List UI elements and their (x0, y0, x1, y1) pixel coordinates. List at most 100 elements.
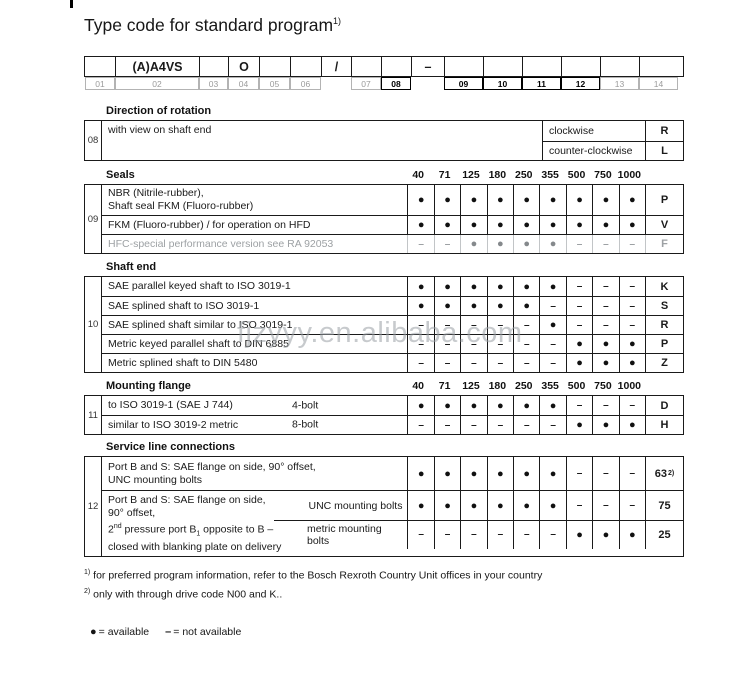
size-header-label: 71 (438, 380, 451, 392)
row-description: with view on shaft end (108, 124, 212, 136)
type-code-position-number: 07 (351, 77, 381, 90)
type-code-position-number: 04 (228, 77, 259, 90)
row-description: Port B and S: SAE flange on side, 90° of… (102, 491, 307, 556)
available-dot-cell: ● (486, 491, 513, 520)
not-available-cell: – (460, 520, 486, 549)
matrix-row: SAE splined shaft similar to ISO 3019-1 –… (102, 315, 683, 334)
rotation-table: 08 with view on shaft end clockwise R co… (84, 120, 684, 161)
available-dot-cell: ● (486, 235, 513, 253)
not-available-cell: – (539, 520, 565, 549)
section-mounting-flange: Mounting flange 40 71 125 180 250 355 500 750 10… (84, 379, 684, 435)
sub-row-label: UNC mounting bolts (308, 499, 403, 512)
dot-group: – – – – – – ● ● ● (407, 520, 645, 549)
available-dot-cell: ● (539, 316, 565, 334)
type-code-position-number: 13 (600, 77, 639, 90)
not-available-cell: – (618, 316, 645, 334)
availability-code: F (645, 235, 683, 253)
available-dot-cell: ● (618, 520, 645, 549)
available-dot-cell: ● (592, 335, 618, 353)
available-dot-cell: ● (407, 457, 433, 490)
subscript: 1 (196, 531, 201, 538)
type-code-cell (522, 57, 561, 76)
dot-group: ● ● ● ● ● ● – – – (407, 277, 645, 296)
description-line: SAE parallel keyed shaft to ISO 3019-1 (108, 280, 291, 292)
available-dot-cell: ● (407, 185, 433, 215)
not-available-cell: – (433, 520, 460, 549)
not-available-cell: – (486, 335, 513, 353)
rotation-row-wrap: with view on shaft end clockwise R count… (102, 121, 683, 160)
available-dot-cell: ● (486, 297, 513, 315)
not-available-cell: – (407, 316, 433, 334)
available-dot-cell: ● (460, 457, 486, 490)
available-dot-cell: ● (407, 396, 433, 415)
available-dot-cell: ● (486, 396, 513, 415)
type-code-position-number: 02 (115, 77, 199, 90)
not-available-cell: – (539, 297, 565, 315)
section-service-line-connections: Service line connections 12 Port B and S… (84, 440, 684, 558)
availability-code: S (645, 297, 683, 315)
row-description: Port B and S: SAE flange on side, 90° of… (102, 457, 407, 490)
type-code-position-number: 09 (444, 77, 483, 90)
section-header: Seals 40 71 125 180 250 355 500 750 1000 (84, 168, 684, 182)
page-title-text: Type code for standard program (84, 15, 334, 35)
description-line: closed with blanking plate on delivery (108, 541, 282, 554)
size-header-label: 250 (514, 169, 533, 181)
description-line: HFC-special performance version see RA 9… (108, 237, 334, 250)
type-code-cell (561, 57, 600, 76)
type-code-position-number: 08 (381, 77, 411, 90)
available-dot-cell: ● (486, 277, 513, 296)
section-title: Mounting flange (106, 380, 191, 392)
not-available-cell: – (407, 335, 433, 353)
section-header: Shaft end (84, 260, 684, 274)
row-description: similar to ISO 3019-2 metric 8-bolt (102, 416, 407, 434)
available-dot-cell: ● (592, 185, 618, 215)
not-available-cell: – (407, 416, 433, 434)
availability-code: 63 2) (645, 457, 683, 490)
dot-group: – – – – – – ● ● ● (407, 354, 645, 372)
footnote-text: only with through drive code N00 and K.. (93, 588, 283, 601)
available-dot-cell: ● (539, 457, 565, 490)
not-available-cell: – (618, 457, 645, 490)
size-header-label: 500 (567, 380, 586, 392)
rotation-option-label: clockwise (542, 121, 645, 141)
text-part: opposite to B – (200, 523, 274, 536)
service-line-table: 12 Port B and S: SAE flange on side, 90°… (84, 456, 684, 558)
not-available-cell: – (513, 316, 539, 334)
not-available-cell: – (592, 235, 618, 253)
not-available-cell: – (592, 396, 618, 415)
not-available-cell: – (618, 491, 645, 520)
size-header-label: 250 (514, 380, 533, 392)
not-available-cell: – (592, 491, 618, 520)
available-dot-cell: ● (407, 277, 433, 296)
type-code-row: (A)A4VS O / – (84, 56, 684, 77)
available-dot-cell: ● (513, 396, 539, 415)
description-line: to ISO 3019-1 (SAE J 744) (108, 399, 233, 411)
available-dot-cell: ● (618, 354, 645, 372)
not-available-cell: – (618, 235, 645, 253)
dot-group: ● ● ● ● ● ● – – – (407, 457, 645, 490)
size-header-label: 125 (462, 169, 480, 181)
available-dot-cell: ● (565, 416, 592, 434)
available-dot-cell: ● (539, 185, 565, 215)
size-header-label: 355 (541, 169, 559, 181)
not-available-cell: – (407, 354, 433, 372)
not-available-cell: – (513, 354, 539, 372)
shaft-end-rows: SAE parallel keyed shaft to ISO 3019-1 ● ●… (102, 277, 683, 372)
not-available-cell: – (539, 416, 565, 434)
available-dot-cell: ● (513, 185, 539, 215)
available-dot-cell: ● (513, 216, 539, 234)
available-dot-cell: ● (618, 335, 645, 353)
description-line: Metric keyed parallel shaft to DIN 6885 (108, 337, 289, 350)
matrix-row: Metric splined shaft to DIN 5480– – – – – – ● ●… (102, 353, 683, 372)
available-dot-cell: ● (513, 235, 539, 253)
available-dot-cell: ● (565, 185, 592, 215)
type-code-position-number (321, 77, 351, 90)
rotation-body: with view on shaft end clockwise R count… (102, 121, 683, 160)
type-code-number-row: 01 02 03 04 05 06 07 08 09 10 11 12 13 14 (85, 77, 684, 90)
text-part: pressure port B (121, 523, 197, 536)
size-header-label: 355 (541, 380, 559, 392)
type-code-cell (639, 57, 678, 76)
availability-code: Z (645, 354, 683, 372)
row-description: NBR (Nitrile-rubber), Shaft seal FKM (Flu… (102, 185, 407, 215)
